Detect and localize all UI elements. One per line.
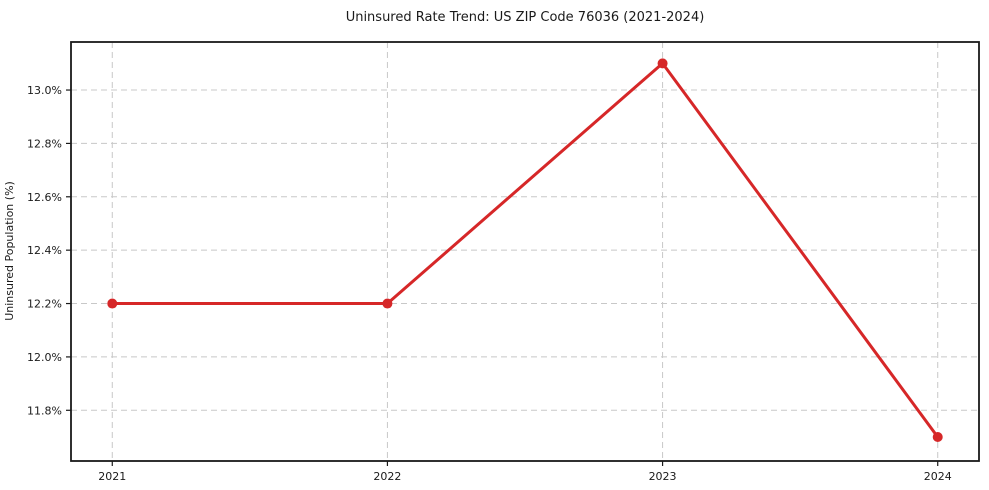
plot-border xyxy=(70,41,980,462)
y-tick-label: 11.8% xyxy=(27,404,62,417)
data-point-2023 xyxy=(657,58,668,69)
x-tick-label: 2022 xyxy=(373,470,401,483)
y-tick-label: 12.6% xyxy=(27,191,62,204)
data-point-2022 xyxy=(382,298,393,309)
x-tick-label: 2021 xyxy=(98,470,126,483)
x-tick-label: 2023 xyxy=(649,470,677,483)
x-tick-label: 2024 xyxy=(924,470,952,483)
y-tick-label: 12.0% xyxy=(27,351,62,364)
y-tick-label: 13.0% xyxy=(27,84,62,97)
y-tick-label: 12.8% xyxy=(27,137,62,150)
y-axis-label: Uninsured Population (%) xyxy=(3,181,16,321)
chart-title: Uninsured Rate Trend: US ZIP Code 76036 … xyxy=(346,10,705,25)
data-point-2024 xyxy=(932,431,943,442)
data-point-2021 xyxy=(107,298,118,309)
trend-line xyxy=(110,61,940,439)
y-tick-label: 12.4% xyxy=(27,244,62,257)
y-tick-label: 12.2% xyxy=(27,298,62,311)
plot-area: 2021 2022 2023 2024 11.8% 12.0% 12.2% 12.4% 12.6… xyxy=(27,41,980,483)
